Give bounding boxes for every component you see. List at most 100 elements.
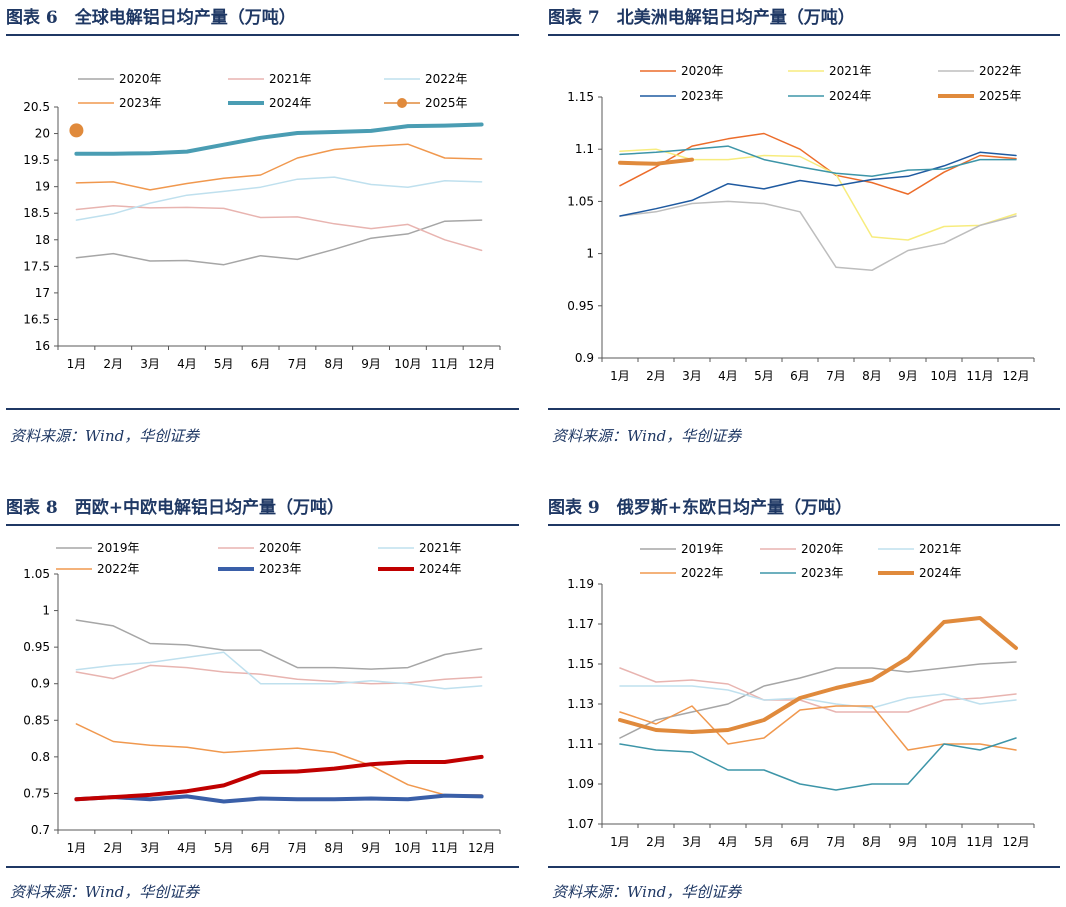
y-tick-label: 18.5 — [23, 206, 50, 220]
x-tick-label: 11月 — [431, 841, 458, 855]
y-tick-label: 0.9 — [575, 351, 594, 365]
source-divider — [6, 866, 519, 868]
legend-label: 2023年 — [681, 89, 724, 103]
chart-title: 图表 8 西欧+中欧电解铝日均产量（万吨） — [6, 498, 344, 518]
series-line-2025年 — [618, 157, 694, 166]
y-tick-label: 17 — [35, 286, 50, 300]
x-tick-label: 6月 — [251, 841, 271, 855]
series-line-2024年 — [74, 754, 484, 802]
chart-panel-9: 图表 9 俄罗斯+东欧日均产量（万吨） 1.07 1.09 1.11 1.13 1.15… — [548, 492, 1060, 904]
y-tick-label: 1.1 — [575, 142, 594, 156]
legend-label: 2023年 — [801, 566, 844, 580]
series-line-2024年 — [618, 616, 1018, 734]
x-tick-label: 3月 — [682, 835, 702, 849]
series-line-2021年 — [619, 685, 1017, 709]
series-line-2021年 — [75, 651, 483, 690]
legend-label: 2025年 — [425, 96, 468, 110]
y-tick-label: 1 — [586, 247, 594, 261]
legend-label: 2020年 — [801, 542, 844, 556]
y-tick-label: 0.95 — [23, 640, 50, 654]
x-tick-label: 11月 — [966, 835, 993, 849]
y-tick-label: 0.7 — [31, 823, 50, 837]
legend-label: 2023年 — [119, 96, 162, 110]
legend-label: 2020年 — [259, 541, 302, 555]
y-tick-label: 1.13 — [567, 697, 594, 711]
x-tick-label: 11月 — [431, 357, 458, 371]
y-tick-label: 20.5 — [23, 100, 50, 114]
legend-marker — [397, 98, 407, 108]
chart-panel-7: 图表 7 北美洲电解铝日均产量（万吨） 0.9 0.95 1 1.05 1.1 1.15 1… — [548, 2, 1060, 452]
series-line-2023年 — [74, 793, 484, 804]
series-line-2020年 — [619, 132, 1017, 195]
line-chart: 16 16.5 17 17.5 18 18.5 19 19.5 20 20.5 1月 2月 3月 4月 5月… — [23, 72, 501, 371]
x-tick-label: 2月 — [646, 835, 666, 849]
y-tick-label: 0.95 — [567, 299, 594, 313]
series-line-2021年 — [75, 205, 483, 252]
source-note: 资料来源：Wind，华创证券 — [10, 427, 200, 445]
series-line-2023年 — [619, 151, 1017, 217]
source-divider — [548, 408, 1060, 410]
series-line-2020年 — [75, 664, 483, 685]
chart-panel-6: 图表 6 全球电解铝日均产量（万吨） 16 16.5 17 17.5 18 18.5 19 1… — [6, 2, 519, 452]
line-chart: 0.7 0.75 0.8 0.85 0.9 0.95 1 1.05 1月 2月 3月 4月 5月 6月 7月… — [23, 541, 501, 855]
x-tick-label: 5月 — [754, 369, 774, 383]
x-tick-label: 8月 — [862, 369, 882, 383]
series-line-2020年 — [619, 667, 1017, 713]
x-tick-label: 12月 — [468, 357, 495, 371]
y-tick-label: 16.5 — [23, 312, 50, 326]
series-line-2022年 — [619, 200, 1017, 272]
x-tick-label: 8月 — [862, 835, 882, 849]
x-tick-label: 7月 — [826, 369, 846, 383]
y-tick-label: 1.07 — [567, 817, 594, 831]
x-tick-label: 1月 — [610, 369, 630, 383]
x-tick-label: 2月 — [103, 357, 123, 371]
series-line-2022年 — [619, 705, 1017, 751]
chart-panel-8: 图表 8 西欧+中欧电解铝日均产量（万吨） 0.7 0.75 0.8 0.85 0.9 0… — [6, 492, 519, 904]
legend-label: 2022年 — [979, 64, 1022, 78]
x-tick-label: 12月 — [1002, 369, 1029, 383]
legend-label: 2024年 — [829, 89, 872, 103]
title-divider — [548, 524, 1060, 526]
line-chart: 0.9 0.95 1 1.05 1.1 1.15 1月 2月 3月 4月 5月 6月 7月 8月 9月 10月… — [567, 64, 1035, 383]
legend-label: 2024年 — [419, 562, 462, 576]
source-divider — [548, 866, 1060, 868]
title-divider — [6, 34, 519, 36]
source-note: 资料来源：Wind，华创证券 — [10, 883, 200, 901]
legend-label: 2019年 — [681, 542, 724, 556]
legend-label: 2021年 — [829, 64, 872, 78]
x-tick-label: 6月 — [790, 369, 810, 383]
x-tick-label: 9月 — [361, 841, 381, 855]
series-line-2020年 — [75, 219, 483, 266]
x-tick-label: 6月 — [251, 357, 271, 371]
legend-label: 2025年 — [979, 89, 1022, 103]
y-tick-label: 1 — [42, 604, 50, 618]
x-tick-label: 1月 — [610, 835, 630, 849]
chart-title: 图表 7 北美洲电解铝日均产量（万吨） — [548, 8, 855, 28]
x-tick-label: 9月 — [898, 835, 918, 849]
y-tick-label: 18 — [35, 233, 50, 247]
x-tick-label: 3月 — [140, 841, 160, 855]
x-tick-label: 10月 — [930, 369, 957, 383]
x-tick-label: 7月 — [288, 841, 308, 855]
x-tick-label: 4月 — [177, 357, 197, 371]
y-tick-label: 1.05 — [23, 567, 50, 581]
legend-label: 2022年 — [681, 566, 724, 580]
x-tick-label: 6月 — [790, 835, 810, 849]
x-tick-label: 9月 — [361, 357, 381, 371]
series-line-2024年 — [619, 145, 1017, 178]
series-line-2019年 — [75, 619, 483, 670]
legend-label: 2023年 — [259, 562, 302, 576]
x-tick-label: 3月 — [682, 369, 702, 383]
x-tick-label: 5月 — [214, 357, 234, 371]
y-tick-label: 1.09 — [567, 777, 594, 791]
series-line-2024年 — [74, 122, 484, 156]
x-tick-label: 3月 — [140, 357, 160, 371]
source-note: 资料来源：Wind，华创证券 — [552, 883, 742, 901]
title-divider — [6, 524, 519, 526]
x-tick-label: 12月 — [468, 841, 495, 855]
x-tick-label: 8月 — [324, 357, 344, 371]
y-tick-label: 16 — [35, 339, 50, 353]
series-line-2023年 — [75, 143, 483, 191]
x-tick-label: 4月 — [718, 835, 738, 849]
x-tick-label: 11月 — [966, 369, 993, 383]
